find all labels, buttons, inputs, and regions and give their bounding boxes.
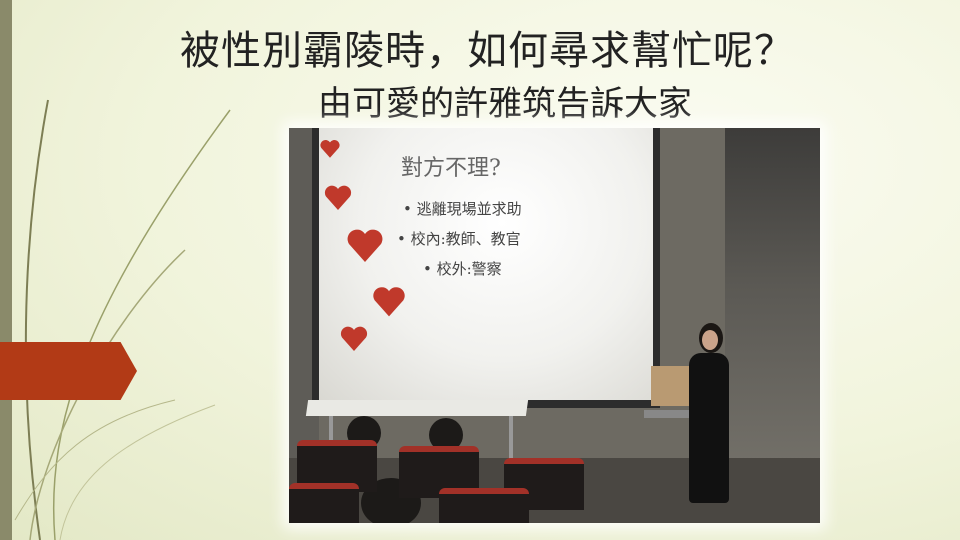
projected-slide-title: 對方不理? bbox=[401, 156, 501, 181]
left-edge-bar bbox=[0, 0, 12, 540]
side-stand bbox=[644, 410, 704, 418]
audience-seat bbox=[439, 488, 529, 523]
audience-seat bbox=[289, 483, 359, 523]
slide-title: 被性別霸陵時，如何尋求幫忙呢？ bbox=[180, 28, 795, 74]
cardboard-box bbox=[651, 366, 693, 406]
speaker-figure bbox=[689, 353, 729, 503]
heart-icon bbox=[340, 326, 368, 351]
heart-icon bbox=[320, 139, 340, 158]
photo-wall-right bbox=[725, 128, 820, 523]
speaker-face bbox=[702, 330, 718, 350]
slide-subtitle: 由可愛的許雅筑告訴大家 bbox=[318, 84, 692, 124]
classroom-photo: 對方不理? • 逃離現場並求助 • 校內:教師、教官 • 校外:警察 bbox=[289, 128, 820, 523]
heart-icon bbox=[373, 287, 405, 317]
heart-icon bbox=[347, 229, 383, 262]
projected-slide-item: • 逃離現場並求助 bbox=[403, 200, 522, 218]
projected-slide-item: • 校內:教師、教官 bbox=[397, 230, 521, 248]
accent-arrow-shape bbox=[0, 342, 137, 400]
decorative-curves bbox=[14, 99, 231, 540]
projector-screen: 對方不理? • 逃離現場並求助 • 校內:教師、教官 • 校外:警察 bbox=[319, 128, 653, 400]
heart-icon bbox=[324, 185, 352, 210]
table-leg bbox=[509, 416, 513, 466]
projected-slide-item: • 校外:警察 bbox=[423, 260, 502, 278]
front-table bbox=[305, 400, 529, 416]
